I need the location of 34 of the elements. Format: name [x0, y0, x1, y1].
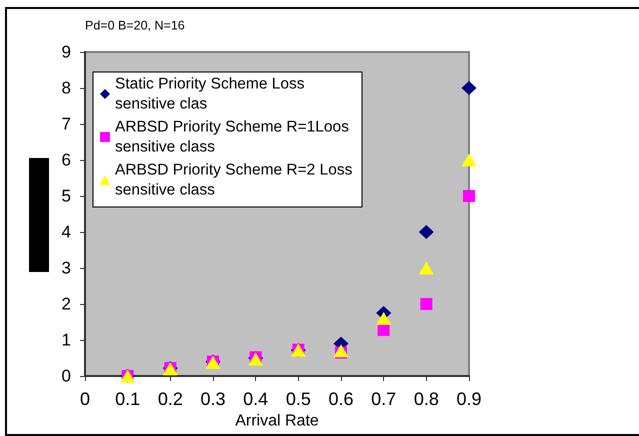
y-tick-label: 4 [62, 222, 71, 242]
x-tick-label: 0.2 [158, 389, 183, 409]
y-tick-label: 6 [62, 150, 71, 170]
x-tick-label: 0.8 [414, 389, 439, 409]
point [462, 154, 476, 166]
x-axis-title: Arrival Rate [235, 412, 319, 430]
x-tick-label: 0.4 [243, 389, 268, 409]
y-tick-label: 8 [62, 78, 71, 98]
y-tick-label: 0 [62, 366, 71, 386]
y-tick-label: 7 [62, 114, 71, 134]
point [334, 344, 348, 358]
y-tick-label: 5 [62, 186, 71, 206]
point [463, 190, 475, 202]
legend-label: ARBSD Priority Scheme R=1Loos sensitive class [115, 118, 354, 156]
x-tick-label: 0.6 [328, 389, 354, 409]
legend-label: ARBSD Priority Scheme R=2 Loss sensitive class [115, 162, 357, 198]
point [418, 225, 434, 239]
x-tick-label: 0.9 [456, 389, 482, 409]
legend-label: Static Priority Scheme Loss sensitive clas [115, 76, 309, 112]
x-tick-label: 0.3 [200, 389, 226, 409]
x-tick-label: 0.5 [286, 389, 311, 409]
y-tick-label: 9 [62, 42, 71, 62]
y-tick-label: 2 [62, 294, 71, 314]
point [418, 262, 434, 274]
y-tick-label: 1 [62, 330, 71, 350]
x-tick-label: 0 [80, 389, 90, 409]
point [378, 324, 390, 336]
x-tick-label: 0.1 [115, 389, 140, 409]
y-tick-label: 3 [62, 258, 71, 278]
point [420, 298, 432, 310]
point [462, 81, 476, 95]
x-tick-label: 0.7 [371, 389, 396, 409]
point [376, 312, 392, 325]
chart-title: Pd=0 B=20, N=16 [85, 18, 185, 32]
